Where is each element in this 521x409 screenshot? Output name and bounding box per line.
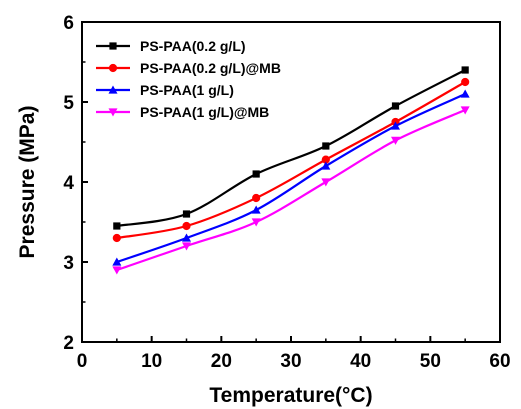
data-point [391,121,400,130]
y-tick-label: 4 [63,173,74,194]
data-point [322,142,330,150]
series-line [116,69,466,228]
series-line [116,81,466,240]
x-tick-label: 20 [211,351,232,372]
legend-label: PS-PAA(0.2 g/L) [140,38,246,54]
data-point [112,257,122,266]
legend-item: PS-PAA(0.2 g/L) [96,38,246,54]
data-point [182,242,191,251]
data-point [460,106,470,115]
data-point [460,89,470,98]
data-point [113,222,121,230]
data-point [391,102,400,110]
legend-label: PS-PAA(1 g/L) [140,82,234,98]
legend-marker [109,42,117,50]
y-tick-label: 6 [63,13,74,34]
x-axis-title: Temperature(°C) [209,384,372,407]
legend: PS-PAA(0.2 g/L) PS-PAA(0.2 g/L)@MB PS-PAA(… [96,38,281,120]
legend-label: PS-PAA(1 g/L)@MB [140,104,269,120]
legend-marker [108,63,118,73]
x-tick-label: 0 [77,351,88,372]
x-tick-label: 30 [280,351,301,372]
data-point [251,218,261,227]
data-point [252,193,261,203]
data-point [321,155,330,164]
legend-marker [108,85,118,94]
y-axis-title: Pressure (MPa) [16,106,39,259]
data-point [182,210,191,218]
data-point [112,266,122,275]
y-tick-label: 2 [63,333,74,354]
data-point [321,178,331,187]
data-point [182,233,191,242]
axis-tick-labels: 0 10 20 30 40 50 60 2 3 4 5 6 [63,13,510,372]
data-point [391,136,400,145]
series-line [116,108,466,272]
data-point [252,170,260,178]
data-point [251,205,261,214]
x-tick-label: 40 [350,351,371,372]
y-tick-label: 3 [63,253,74,274]
legend-marker [108,108,118,117]
legend-item: PS-PAA(0.2 g/L)@MB [96,60,281,76]
data-point [112,233,121,243]
y-tick-label: 5 [63,93,74,114]
x-tick-label: 50 [420,351,441,372]
series-3 [112,89,470,266]
data-point [461,77,470,87]
data-series [112,66,470,275]
x-tick-label: 60 [489,351,510,372]
legend-label: PS-PAA(0.2 g/L)@MB [140,60,281,76]
series-line [116,93,466,264]
data-point [182,221,191,231]
data-point [461,66,469,74]
legend-item: PS-PAA(1 g/L) [96,82,234,98]
data-point [321,161,331,170]
x-tick-label: 10 [141,351,162,372]
series-4 [112,106,470,275]
legend-item: PS-PAA(1 g/L)@MB [96,104,269,120]
axis-ticks [81,21,501,343]
series-1 [113,66,469,230]
